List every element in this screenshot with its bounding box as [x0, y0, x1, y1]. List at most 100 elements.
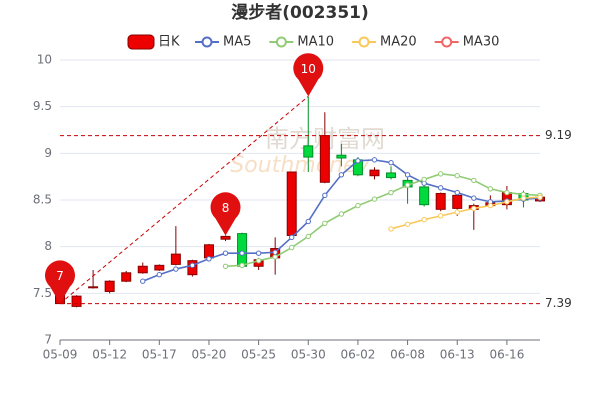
mark-pin-label: 10	[301, 62, 316, 76]
x-tick-label: 05-25	[241, 348, 276, 362]
ma-point	[520, 195, 527, 201]
legend-icon[interactable]	[275, 36, 287, 48]
ma-point	[305, 218, 311, 225]
ma-point	[404, 182, 411, 188]
mark-line-label: 9.19	[545, 128, 572, 142]
ma-point	[173, 266, 179, 272]
candle-body	[154, 264, 165, 271]
y-tick-label: 8.5	[33, 193, 52, 207]
x-tick-label: 05-09	[43, 348, 78, 362]
candle-body	[303, 145, 314, 158]
ma-point	[421, 216, 427, 223]
x-tick-label: 05-17	[142, 348, 177, 362]
ma-point	[437, 171, 444, 177]
ma-point	[206, 256, 212, 262]
ma-point	[471, 177, 477, 184]
ma-point	[504, 199, 510, 205]
legend-label[interactable]: MA30	[463, 35, 500, 50]
candle-body	[336, 154, 347, 159]
mark-pin-label: 7	[56, 269, 64, 283]
legend-icon[interactable]	[127, 34, 155, 50]
ma-point	[371, 196, 378, 202]
y-tick-label: 8	[44, 239, 52, 253]
ma-point	[355, 158, 361, 164]
ma-point	[487, 186, 494, 192]
candle-body	[220, 235, 231, 240]
ma-point	[537, 194, 543, 200]
ma-point	[255, 257, 262, 264]
ma-point	[471, 195, 477, 201]
candle-body	[203, 244, 214, 259]
ma-point	[140, 278, 146, 284]
mark-pin	[293, 53, 324, 97]
legend-icon[interactable]	[441, 36, 453, 48]
legend-label[interactable]: MA10	[297, 35, 334, 50]
ma-point	[487, 202, 494, 209]
ma-point	[222, 250, 229, 256]
ma-line	[390, 196, 541, 230]
y-tick-label: 7	[44, 333, 52, 347]
legend-label[interactable]: MA20	[380, 35, 417, 50]
ma-point	[272, 249, 278, 255]
candle-body	[435, 192, 446, 210]
ma-point	[437, 213, 444, 219]
watermark-sub: Southmoney	[230, 153, 370, 178]
ma-point	[454, 209, 460, 215]
x-tick-label: 06-08	[390, 348, 425, 362]
candle-body	[319, 135, 330, 183]
ma-point	[156, 271, 163, 278]
mark-line-label: 7.39	[545, 296, 572, 310]
ma-point	[454, 189, 460, 196]
ma-point	[322, 220, 328, 227]
ma-point	[388, 226, 394, 232]
legend-icon[interactable]	[201, 36, 213, 48]
y-tick-label: 9	[44, 146, 52, 160]
candle-body	[137, 265, 148, 274]
ma-point	[189, 262, 196, 269]
candle-body	[88, 286, 99, 289]
ma-point	[289, 244, 295, 251]
chart-title: 漫步者(002351)	[231, 2, 369, 23]
candle-body	[369, 169, 380, 177]
legend-label[interactable]: MA5	[223, 35, 251, 50]
x-tick-label: 05-20	[192, 348, 227, 362]
ma-point	[355, 202, 361, 209]
mark-pin	[45, 260, 75, 304]
x-tick-label: 06-16	[489, 348, 524, 362]
ma-point	[322, 192, 328, 199]
candle-body	[237, 233, 248, 267]
ma-point	[239, 262, 245, 269]
trend-line	[59, 96, 309, 304]
ma-point	[404, 172, 411, 178]
candle-body	[452, 194, 463, 209]
y-tick-label: 10	[37, 53, 52, 67]
ma-point	[388, 189, 394, 196]
y-tick-label: 9.5	[33, 99, 52, 113]
candle-body	[104, 280, 115, 292]
mark-pin	[210, 192, 241, 236]
candle-body	[121, 272, 132, 282]
ma-point	[388, 159, 394, 166]
ma-point	[437, 185, 444, 191]
legend-icon[interactable]	[358, 36, 370, 48]
ma-point	[371, 157, 378, 163]
candle-body	[386, 172, 397, 179]
ma-point	[504, 189, 510, 196]
ma-point	[289, 234, 295, 241]
y-tick-label: 7.5	[33, 286, 52, 300]
candle-body	[170, 253, 181, 265]
ma-point	[471, 205, 477, 212]
ma-point	[222, 263, 229, 269]
x-tick-label: 06-13	[440, 348, 475, 362]
ma-point	[338, 172, 345, 178]
x-tick-label: 05-30	[291, 348, 326, 362]
candle-body	[71, 295, 82, 307]
ma-point	[305, 233, 311, 240]
ma-point	[239, 250, 245, 256]
legend-label[interactable]: 日K	[158, 35, 180, 50]
candle-body	[419, 186, 430, 206]
ma-point	[255, 250, 262, 256]
ma-point	[272, 254, 278, 260]
x-tick-label: 06-02	[340, 348, 375, 362]
